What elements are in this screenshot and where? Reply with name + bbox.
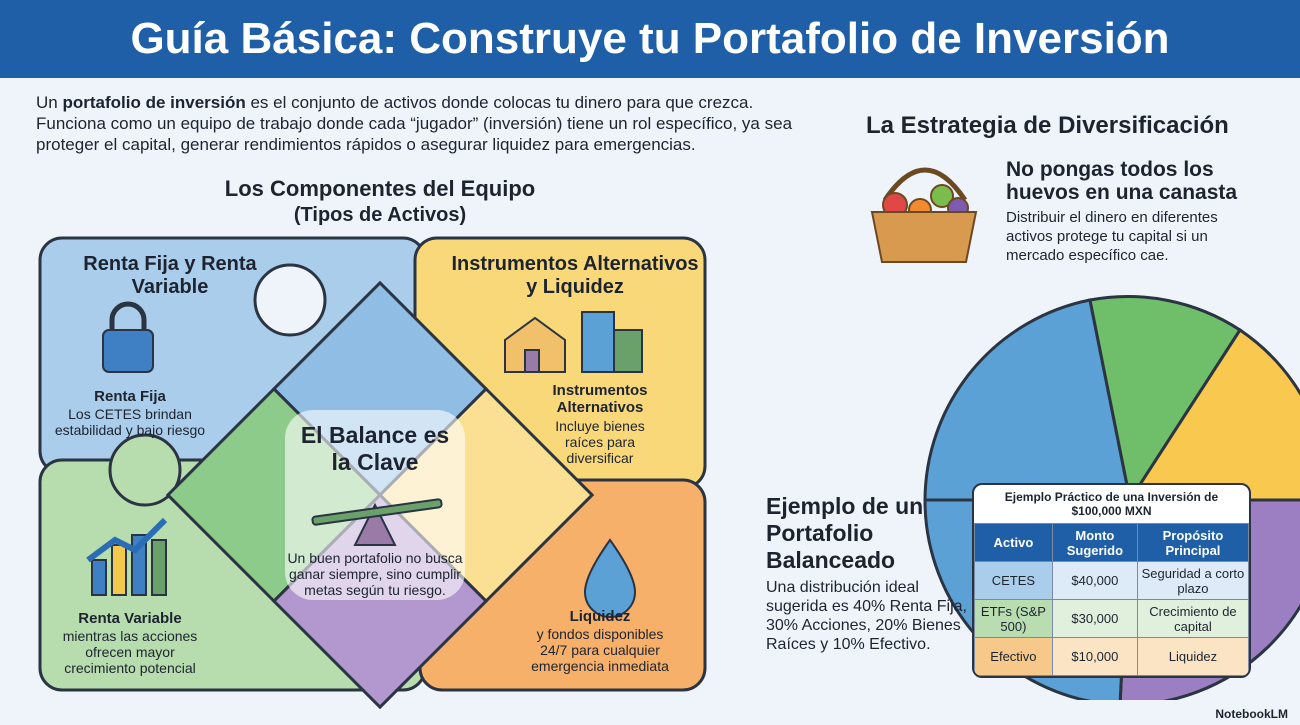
strategy-heading: No pongas todos los huevos en una canast… (1006, 158, 1238, 204)
table-card: Ejemplo Práctico de una Inversión de $10… (972, 483, 1251, 678)
table-cell: Liquidez (1136, 637, 1249, 676)
strategy-title: La Estrategia de Diversificación (866, 112, 1229, 139)
table-caption: Ejemplo Práctico de una Inversión de $10… (1004, 490, 1219, 518)
table-row: ETFs (S&P 500) $30,000 Crecimiento de capi… (974, 599, 1249, 638)
intro-text: es el conjunto de activos donde colocas … (36, 93, 793, 154)
intro: Un portafolio de inversión es el conjunt… (36, 92, 796, 155)
table-cell: ETFs (S&P 500) (974, 599, 1053, 638)
table-header-cell: Monto Sugerido (1051, 523, 1138, 562)
table-header-cell: Activo (974, 523, 1053, 562)
item-title: Instrumentos Alternativos (552, 382, 648, 416)
table-header-cell: Propósito Principal (1136, 523, 1249, 562)
example-text: Una distribución ideal sugerida es 40% R… (766, 579, 967, 653)
item-title: Renta Variable (78, 610, 182, 627)
components-subtitle: (Tipos de Activos) (293, 204, 467, 226)
components-title: Los Componentes del Equipo (224, 176, 536, 201)
piece-title: Renta Fija y Renta Variable (83, 253, 257, 298)
strategy-text: Distribuir el dinero en diferentes activ… (1006, 209, 1218, 264)
item-title: Renta Fija (94, 388, 166, 405)
table-cell: Efectivo (974, 637, 1053, 676)
table: Activo Monto Sugerido Propósito Principal C… (974, 523, 1249, 676)
table-cell: $30,000 (1051, 599, 1138, 638)
item-text: y fondos disponibles 24/7 para cualquier… (531, 626, 669, 674)
footer-brand: NotebookLM (1215, 707, 1288, 721)
example-title: Ejemplo de un Portafolio Balanceado (766, 493, 924, 573)
table-cell: $40,000 (1051, 561, 1138, 600)
table-row: CETES $40,000 Seguridad a corto plazo (974, 561, 1249, 600)
header-title: Guía Básica: Construye tu Portafolio de … (0, 0, 1300, 78)
item-title: Liquidez (569, 608, 631, 625)
piece-title: Instrumentos Alternativos y Liquidez (451, 253, 699, 298)
table-cell: Seguridad a corto plazo (1136, 561, 1249, 600)
item-text: mientras las acciones ofrecen mayor crec… (62, 628, 198, 676)
balance-title: El Balance es la Clave (300, 422, 450, 475)
intro-text: Un (36, 93, 63, 112)
table-row: Efectivo $10,000 Liquidez (974, 637, 1249, 676)
balance-text: Un buen portafolio no busca ganar siempr… (287, 550, 463, 598)
item-text: Los CETES brindan estabilidad y bajo rie… (54, 406, 206, 438)
item-text: Incluye bienes raíces para diversificar (555, 418, 645, 466)
intro-bold: portafolio de inversión (62, 93, 246, 112)
table-cell: $10,000 (1051, 637, 1138, 676)
table-cell: Crecimiento de capital (1136, 599, 1249, 638)
table-cell: CETES (974, 561, 1053, 600)
